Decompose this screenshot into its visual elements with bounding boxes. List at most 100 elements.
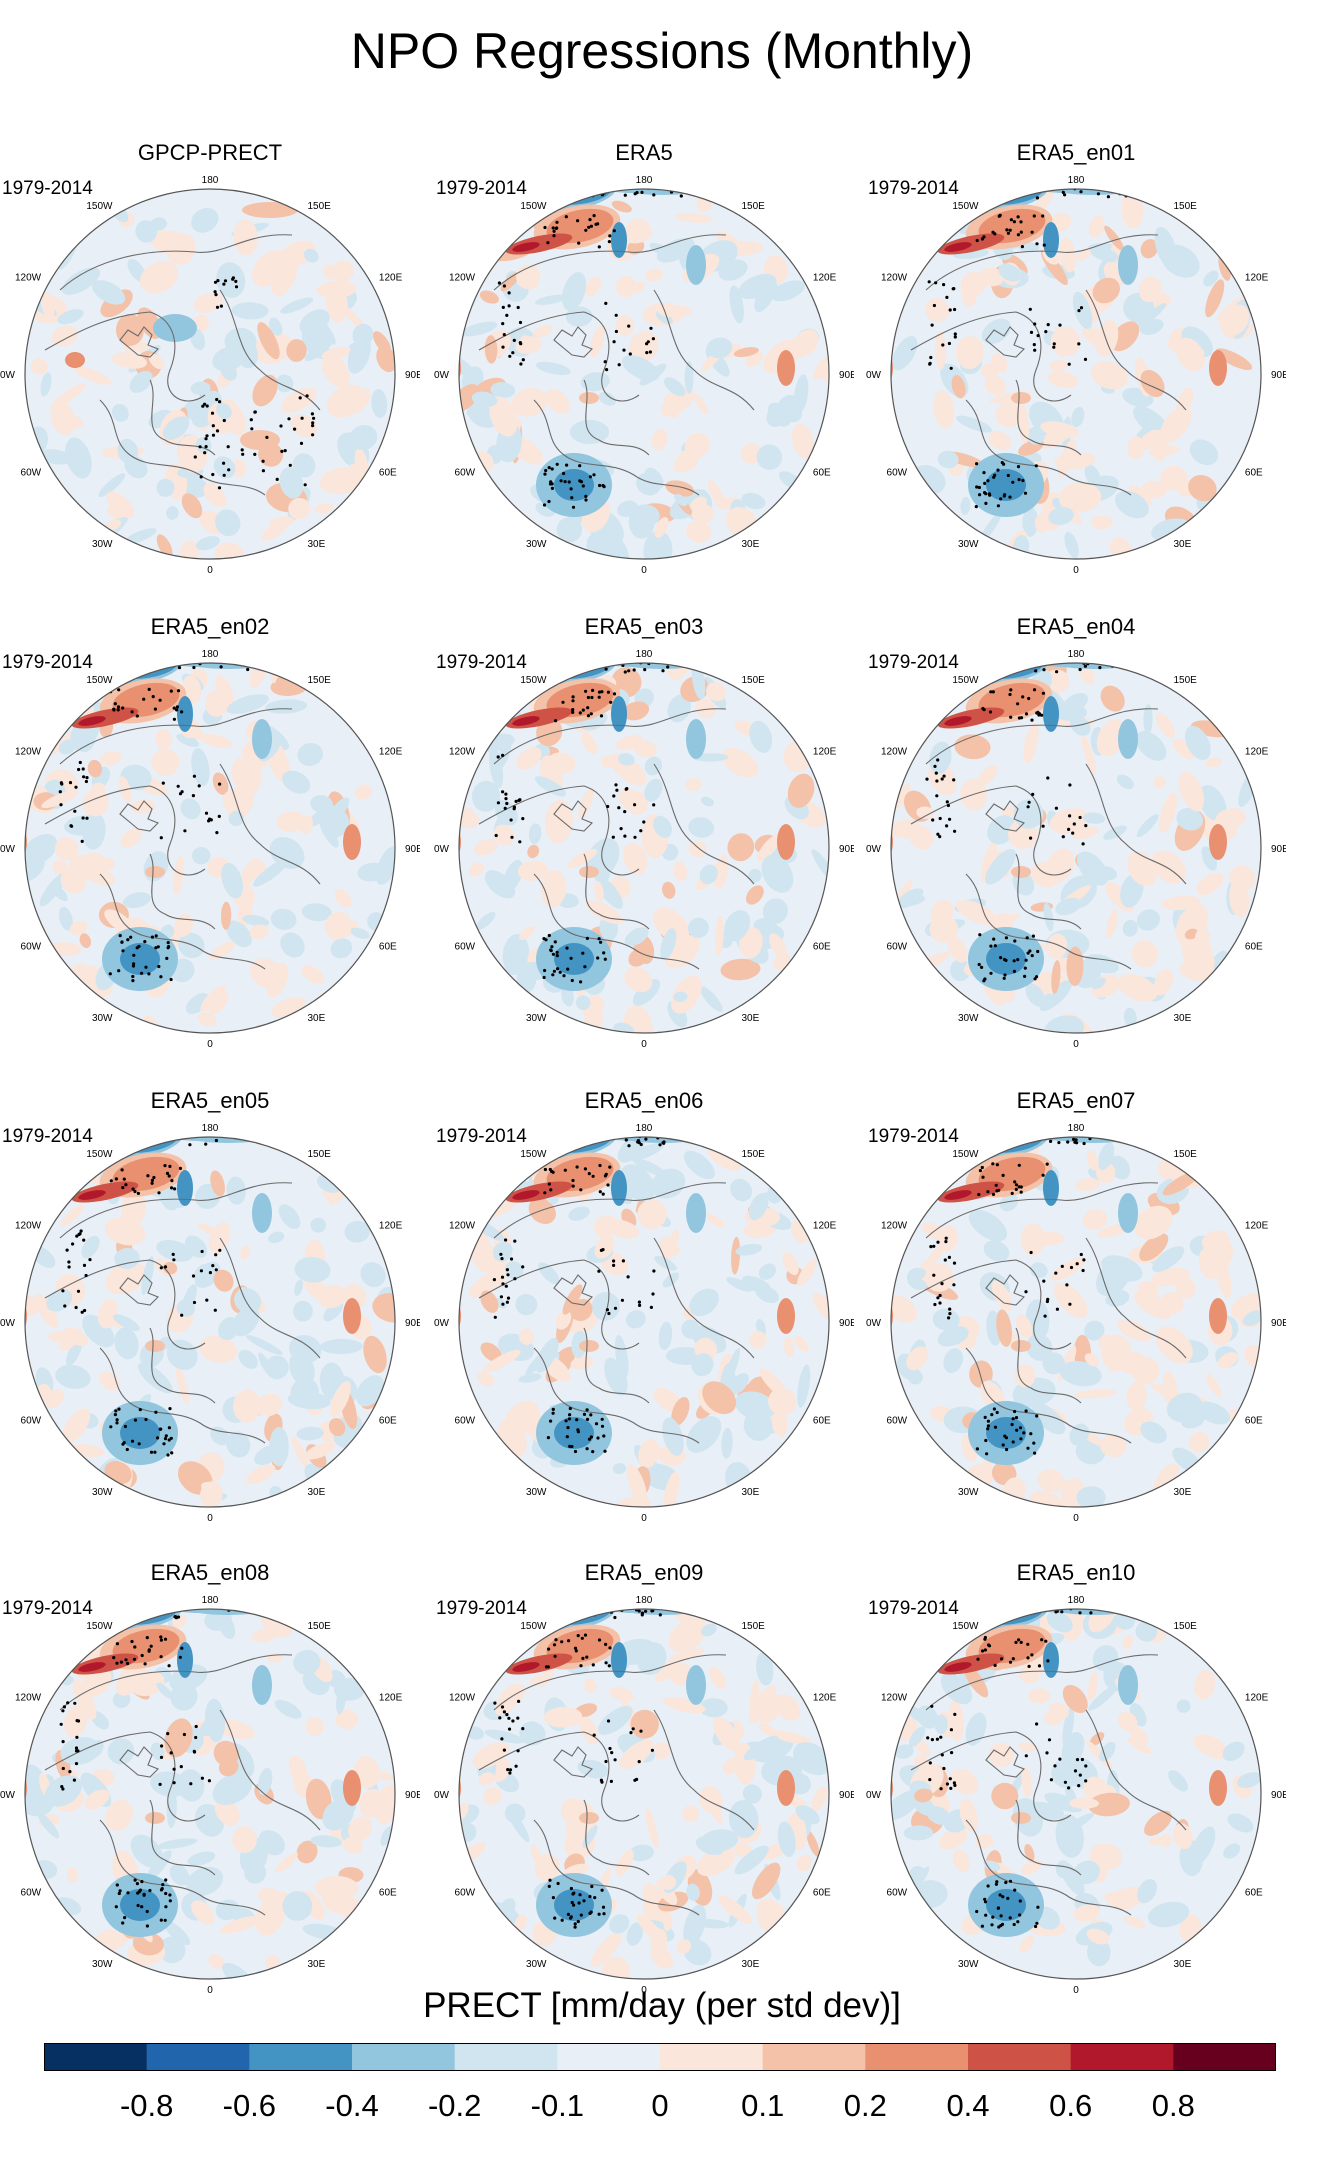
stipple-dot xyxy=(573,1449,578,1454)
stipple-dot xyxy=(948,1307,952,1311)
stipple-dot xyxy=(541,1137,545,1140)
stipple-dot xyxy=(265,1595,268,1598)
stipple-dot xyxy=(983,1648,987,1652)
anomaly-blob xyxy=(660,928,677,960)
stipple-dot xyxy=(583,642,586,645)
anomaly-blob xyxy=(480,1342,503,1362)
stipple-dot xyxy=(1010,1137,1014,1139)
stipple-dot xyxy=(969,657,972,660)
anomaly-blob xyxy=(371,388,388,419)
anomaly-blob xyxy=(1140,1421,1167,1444)
stipple-dot xyxy=(1016,702,1020,706)
stipple-dot xyxy=(992,1407,996,1411)
stipple-dot xyxy=(1013,939,1017,943)
stipple-dot xyxy=(599,1778,603,1782)
longitude-label: 90E xyxy=(1271,1790,1286,1801)
panel-title: ERA5_en07 xyxy=(1016,1088,1136,1113)
anomaly-blob xyxy=(226,1176,246,1205)
stipple-dot xyxy=(585,1655,589,1659)
stipple-dot xyxy=(129,935,133,939)
anomaly-blob xyxy=(662,881,676,899)
map-field xyxy=(25,1595,395,1979)
stipple-dot xyxy=(538,190,542,194)
stipple-dot xyxy=(512,807,516,811)
stipple-dot xyxy=(1011,1417,1015,1421)
stipple-dot xyxy=(1000,173,1003,176)
anomaly-blob xyxy=(192,846,211,865)
longitude-label: 0 xyxy=(641,565,647,576)
anomaly-blob xyxy=(939,1827,968,1850)
anomaly-blob xyxy=(1016,1314,1033,1339)
anomaly-blob xyxy=(162,416,190,440)
stipple-dot xyxy=(1018,1589,1021,1592)
stipple-dot xyxy=(1046,178,1049,181)
map-border xyxy=(458,1608,830,1980)
stipple-dot xyxy=(567,1639,571,1643)
anomaly-blob xyxy=(113,1314,140,1331)
anomaly-blob xyxy=(527,844,540,859)
anomaly-blob xyxy=(663,1915,673,1931)
anomaly-blob xyxy=(270,908,297,930)
stipple-dot xyxy=(169,1119,172,1122)
stipple-dot xyxy=(1018,1913,1022,1917)
anomaly-blob xyxy=(1193,1734,1229,1760)
anomaly-blob xyxy=(636,1914,668,1948)
longitude-label: 30E xyxy=(308,1487,326,1498)
stipple-dot xyxy=(198,445,202,449)
negative-anomaly xyxy=(1118,1665,1138,1705)
anomaly-blob xyxy=(761,854,794,893)
stipple-dot xyxy=(223,279,228,283)
stipple-dot xyxy=(581,951,585,955)
anomaly-blob xyxy=(602,531,630,559)
stipple-dot xyxy=(928,1778,932,1782)
anomaly-blob xyxy=(983,1860,1001,1871)
coastline xyxy=(149,1799,216,1876)
stipple-dot xyxy=(933,764,937,768)
stipple-dot xyxy=(209,818,213,822)
stipple-dot xyxy=(616,185,619,188)
stipple-dot xyxy=(579,1188,583,1192)
stipple-dot xyxy=(1036,1905,1040,1909)
stipple-dot xyxy=(578,479,582,483)
anomaly-blob xyxy=(1024,1843,1035,1862)
stipple-dot xyxy=(995,1163,999,1167)
anomaly-blob xyxy=(180,798,201,820)
stipple-dot xyxy=(951,287,955,291)
anomaly-blob xyxy=(691,1353,714,1377)
stipple-dot xyxy=(987,659,990,662)
stipple-dot xyxy=(949,169,952,172)
anomaly-blob xyxy=(1131,1356,1160,1385)
anomaly-blob xyxy=(562,271,587,311)
anomaly-blob xyxy=(266,962,289,998)
anomaly-blob xyxy=(733,347,759,358)
stipple-dot xyxy=(191,644,194,647)
anomaly-blob xyxy=(195,437,212,453)
stipple-dot xyxy=(1008,228,1012,232)
stipple-dot xyxy=(1002,182,1005,185)
stipple-dot xyxy=(182,1732,186,1737)
stipple-dot xyxy=(620,1595,623,1598)
colorbar-segment xyxy=(865,2043,969,2071)
stipple-dot xyxy=(1006,231,1010,235)
negative-anomaly xyxy=(1043,222,1059,258)
stipple-dot xyxy=(588,1601,591,1604)
anomaly-blob xyxy=(1114,490,1149,519)
longitude-label: 0 xyxy=(1073,1513,1079,1524)
anomaly-blob xyxy=(518,1328,534,1345)
longitude-label: 90W xyxy=(866,370,882,381)
anomaly-blob xyxy=(1096,1257,1131,1297)
stipple-dot xyxy=(1021,695,1025,699)
stipple-dot xyxy=(571,708,575,712)
stipple-dot xyxy=(583,1167,587,1171)
anomaly-blob xyxy=(124,528,157,545)
stipple-dot xyxy=(232,1123,235,1126)
positive-anomaly xyxy=(78,1662,106,1672)
anomaly-blob xyxy=(673,991,688,1003)
stipple-dot xyxy=(156,1436,160,1440)
stipple-dot xyxy=(1077,342,1081,346)
stipple-dot xyxy=(688,1130,691,1133)
negative-anomaly xyxy=(1043,696,1059,732)
stipple-dot xyxy=(991,1162,995,1166)
stipple-dot xyxy=(175,645,178,648)
stipple-dot xyxy=(176,1615,181,1619)
